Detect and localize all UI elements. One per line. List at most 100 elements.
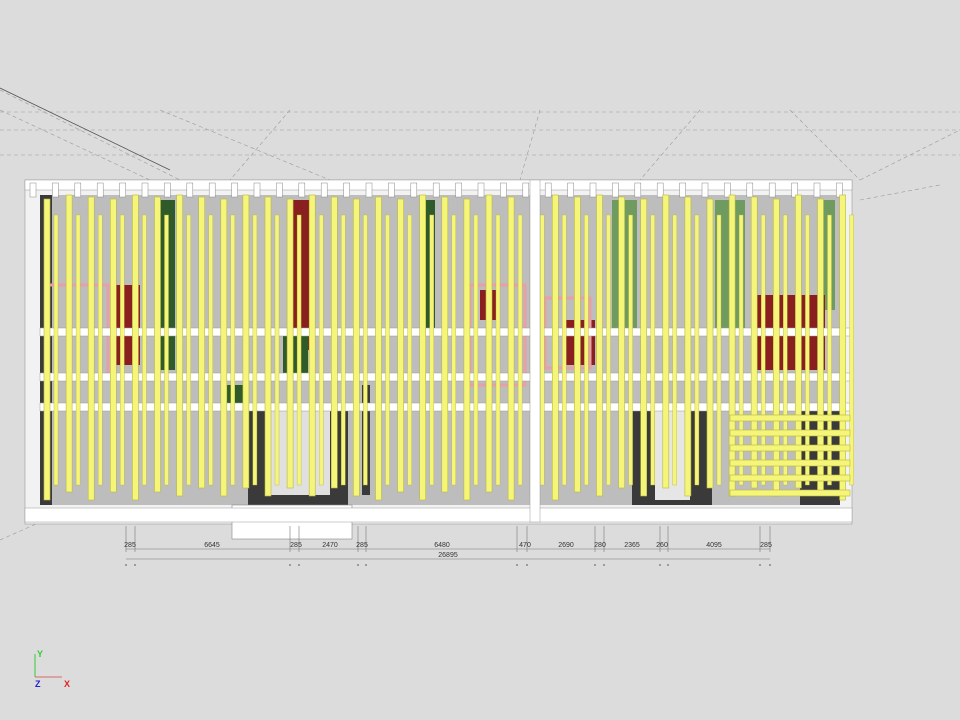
post-top: [589, 182, 597, 198]
stud: [562, 214, 567, 486]
post-top: [365, 182, 373, 198]
stud: [296, 214, 302, 486]
stud: [795, 194, 802, 489]
stud: [252, 214, 258, 486]
stud: [485, 194, 493, 493]
dimension-node: [134, 564, 136, 566]
post-top: [522, 182, 530, 198]
section-line: [0, 87, 171, 171]
dimension-segment-label: 285: [356, 542, 368, 549]
post-top: [343, 182, 350, 198]
stud: [750, 196, 758, 489]
post-top: [276, 182, 283, 198]
dimension-node: [769, 564, 771, 566]
dimension-segment-label: 470: [519, 542, 531, 549]
stud: [429, 214, 434, 486]
dimension-segment-label: 6645: [204, 542, 220, 549]
dimension-node: [516, 564, 518, 566]
dimension-segment-label: 4095: [706, 542, 722, 549]
stud: [640, 198, 648, 497]
stud: [662, 194, 670, 489]
stud: [596, 194, 603, 497]
stud: [684, 196, 692, 497]
guide-line: [519, 109, 541, 181]
stud: [220, 198, 228, 497]
post-top: [701, 182, 709, 198]
dimension-segment-label: 2690: [558, 542, 574, 549]
stud: [142, 214, 147, 486]
dimension-node: [659, 564, 661, 566]
post-top: [656, 182, 664, 198]
stud: [761, 214, 766, 486]
stud: [330, 196, 338, 489]
dimension-node: [667, 564, 669, 566]
post-top: [455, 182, 462, 198]
dimension-node: [357, 564, 359, 566]
guide-line: [0, 89, 181, 181]
stair-tread: [729, 489, 851, 497]
stud: [584, 214, 589, 486]
dimension-segment-label: 285: [290, 542, 302, 549]
dimension-segment-label: 2365: [624, 542, 640, 549]
bottom-plate: [24, 507, 853, 523]
stud: [738, 214, 744, 486]
stair-tread: [729, 414, 851, 422]
stud: [120, 214, 125, 486]
stud: [672, 214, 677, 486]
stud: [839, 194, 846, 501]
stud: [517, 214, 523, 486]
axis-indicator: Y Z X: [34, 649, 70, 689]
stud: [463, 198, 471, 501]
stud: [606, 214, 611, 486]
y-axis-label: Y: [37, 649, 43, 659]
stud: [286, 198, 294, 489]
post-top: [320, 182, 328, 198]
stud: [694, 214, 700, 486]
post-top: [253, 182, 261, 198]
post-top: [544, 182, 552, 198]
dimension-total-label: 26895: [438, 552, 458, 559]
stud: [132, 194, 139, 501]
post-top: [679, 182, 686, 198]
stud: [230, 214, 236, 486]
dimension-segment-label: 6480: [434, 542, 450, 549]
opening: [655, 410, 690, 500]
dimension-node: [594, 564, 596, 566]
stud: [198, 196, 205, 489]
post-top: [74, 182, 82, 198]
stud: [441, 196, 449, 493]
stud: [706, 198, 714, 489]
stud: [473, 214, 479, 486]
stud: [363, 214, 368, 486]
stud: [97, 214, 103, 486]
guide-line: [229, 109, 291, 181]
stud: [274, 214, 280, 486]
stud: [849, 214, 854, 486]
post-top: [388, 182, 395, 198]
stud: [451, 214, 456, 486]
post-top: [791, 182, 798, 198]
stud: [827, 214, 832, 486]
post-top: [141, 182, 149, 198]
dimension-node: [289, 564, 291, 566]
dimension-node: [759, 564, 761, 566]
stud: [75, 214, 81, 486]
building-frame-model[interactable]: [24, 179, 854, 540]
stair-tread: [729, 429, 851, 437]
stud: [385, 214, 390, 486]
post-top: [208, 182, 216, 198]
guide-line: [0, 519, 46, 541]
post-top: [477, 182, 485, 198]
center-column: [529, 179, 541, 523]
post-top: [567, 182, 574, 198]
stud: [495, 214, 501, 486]
stud: [507, 196, 515, 501]
stud: [110, 198, 117, 493]
post-top: [813, 182, 821, 198]
stud: [53, 214, 59, 486]
post-top: [432, 182, 440, 198]
post-top: [612, 182, 619, 198]
guide-line: [639, 109, 701, 181]
dimension-chain: 26895 285 6645 285 2470 285 6480 470 2690 280 236…: [124, 526, 772, 566]
